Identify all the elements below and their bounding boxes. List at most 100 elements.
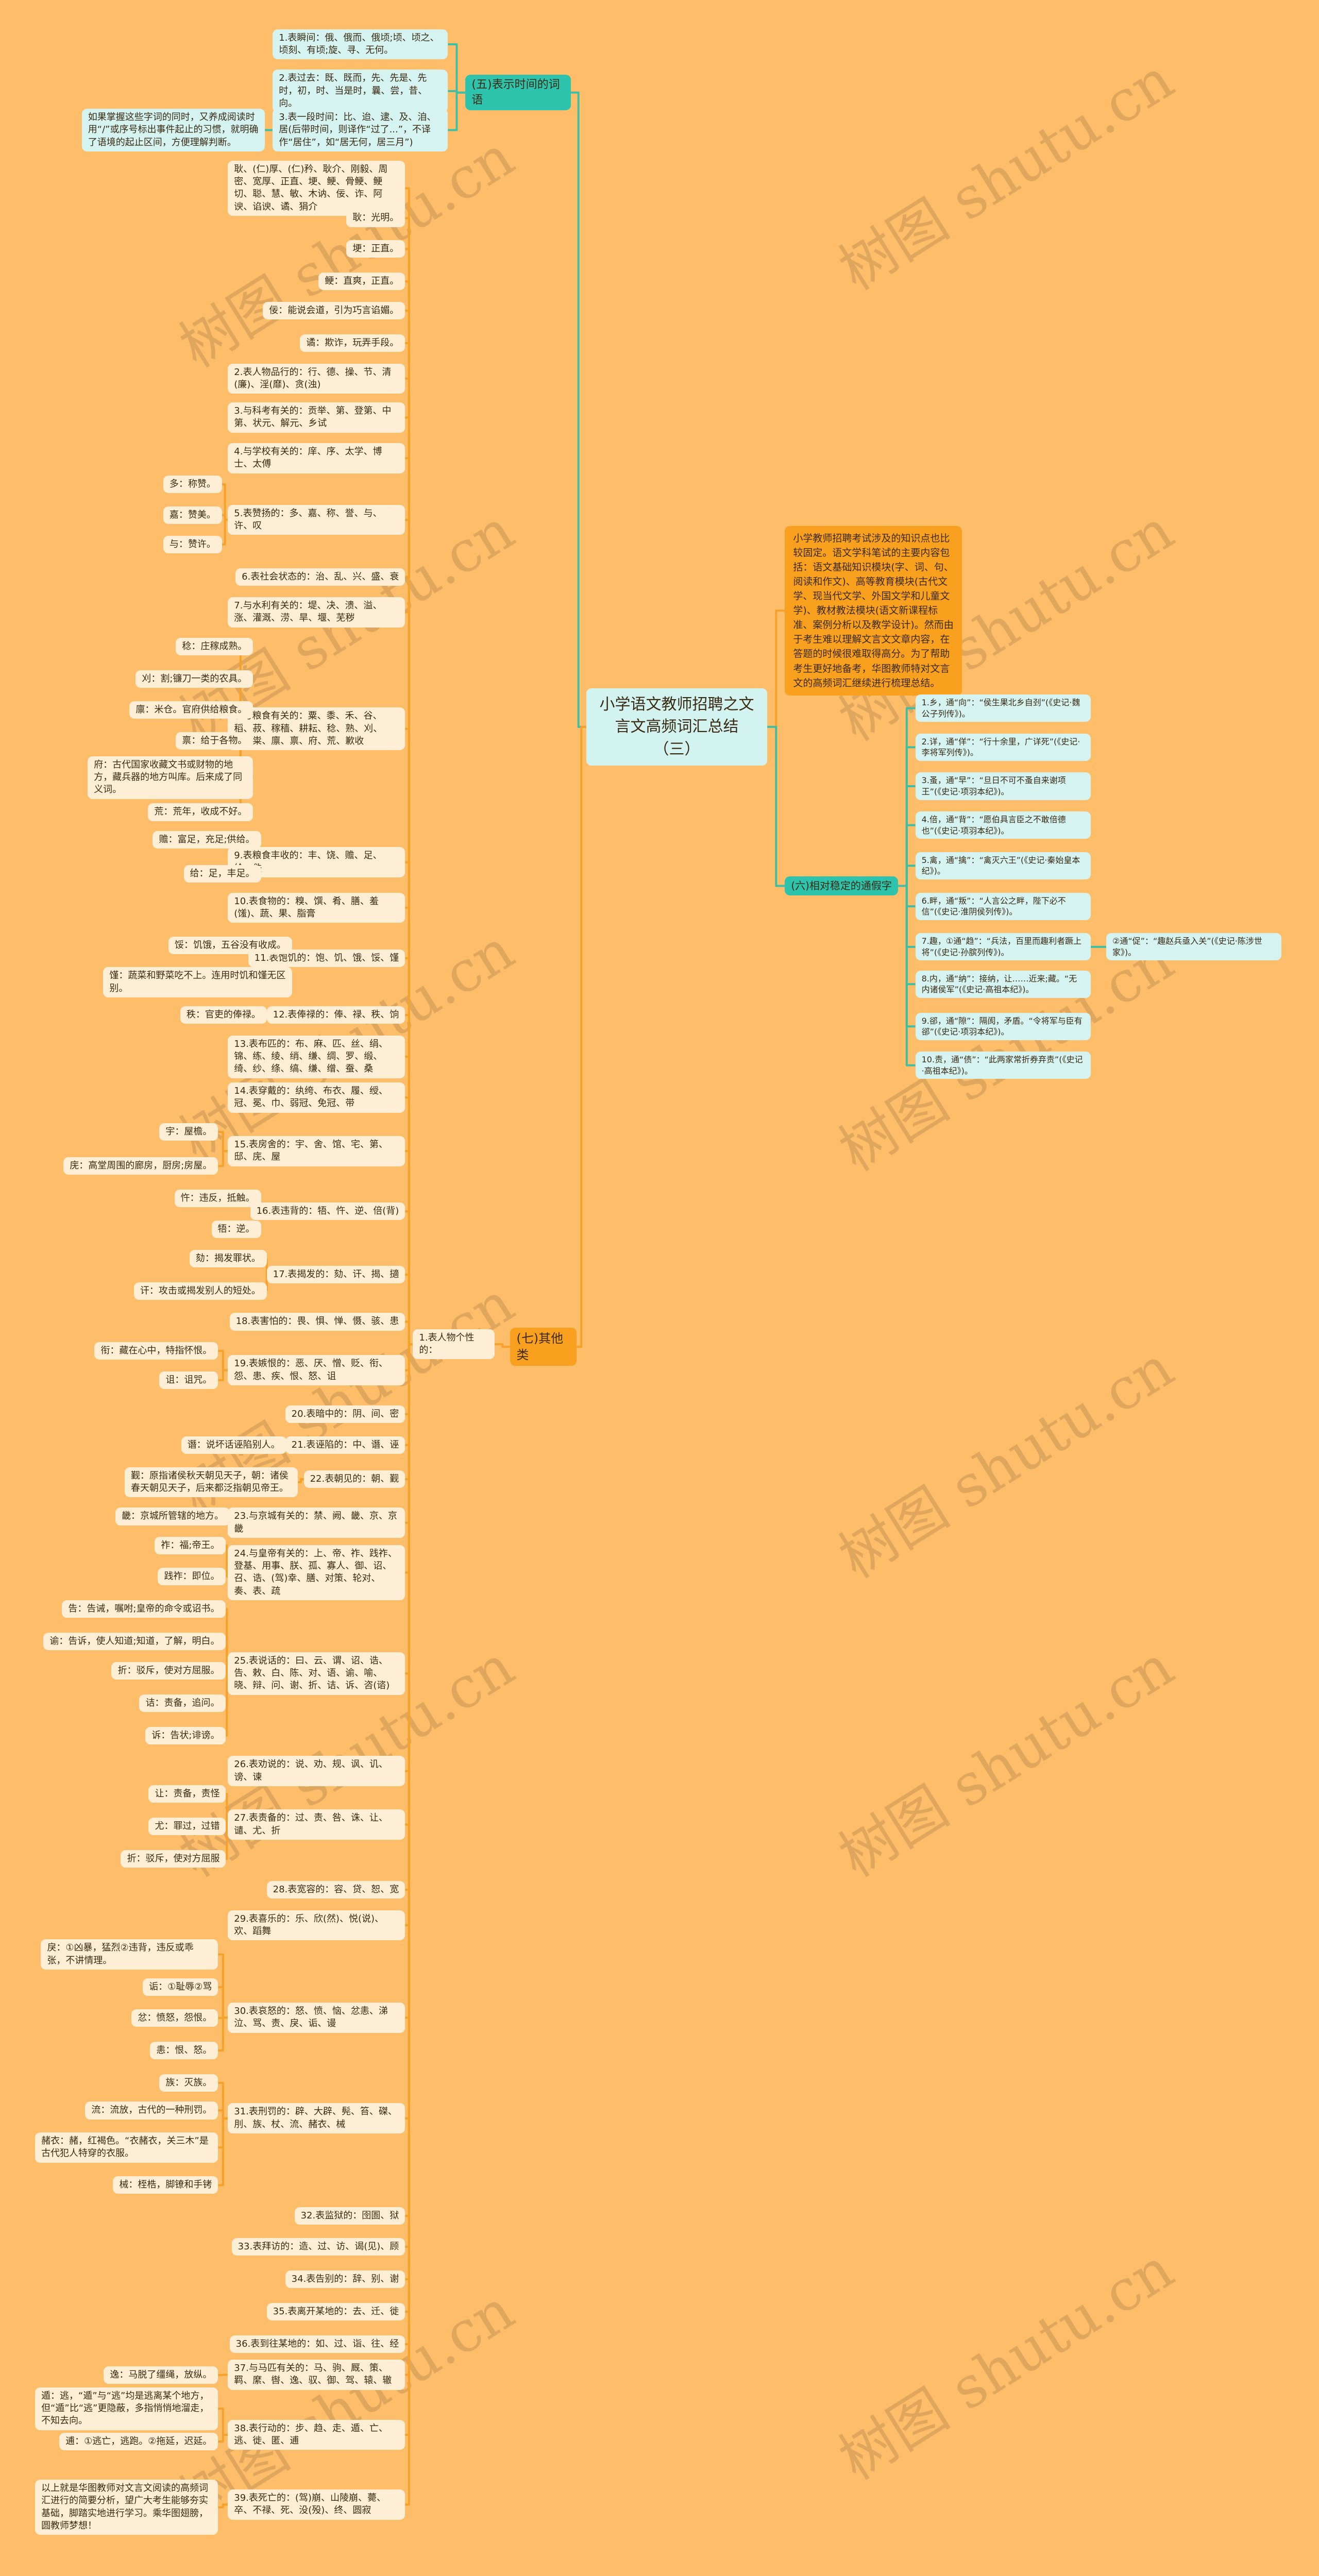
subtopic-node: 觐：原指诸侯秋天朝见天子，朝：诸侯春天朝见天子，后来都泛指朝见帝王。 (124, 1467, 298, 1498)
connector-line (218, 1130, 228, 1153)
connector-line (405, 1320, 413, 1346)
subtopic-node: 劾：揭发罪状。 (189, 1249, 267, 1267)
connector-line (495, 1343, 511, 1348)
topic-node: 16.表违背的：牾、忤、逆、倍(背) (250, 1202, 405, 1221)
connector-line (218, 2503, 228, 2509)
connector-line (448, 91, 466, 131)
topic-node: 佞：能说会道，引为巧言谄媚。 (263, 301, 405, 320)
connector-line (218, 2433, 228, 2443)
topic-node: 7.与水利有关的：堤、决、溃、溢、涨、灌溉、涝、旱、堰、芜秽 (228, 597, 405, 628)
subtopic-node: 逋：①逃亡，逃跑。②拖延，迟延。 (59, 2432, 218, 2451)
branch-tongjiazi[interactable]: (六)相对稳定的通假字 (785, 876, 898, 895)
topic-node: 埂：正直。 (346, 240, 405, 258)
topic-node: 30.表哀怒的：怒、愤、恼、忿恚、涕泣、骂、责、戾、诟、谩 (228, 2003, 405, 2033)
subtopic-node: 让：责备，责怪 (148, 1785, 226, 1803)
topic-node: 21.表诬陷的：中、谮、诬 (285, 1436, 405, 1454)
topic-node: 2.详，通“佯”：“行十余里，广详死”(《史记·李将军列传》)。 (915, 733, 1091, 761)
note-node: 如果掌握这些字词的同时，又养成阅读时用“/”或序号标出事件起止的习惯，就明确了语… (81, 109, 265, 151)
topic-node: 14.表穿戴的：纨绔、布衣、履、绶、冠、冕、巾、弱冠、免冠、带 (228, 1082, 405, 1113)
topic-node: 7.趣，①通“趋”：“兵法，百里而趣利者蹶上将”(《史记·孙膑列传》)。 (915, 933, 1091, 961)
connector-line (218, 2109, 228, 2120)
connector-line (405, 1343, 413, 2506)
connector-line (226, 1823, 228, 1860)
branch-time-words[interactable]: (五)表示时间的词语 (465, 74, 571, 111)
connector-line (218, 1986, 228, 2019)
topic-node: 1.表瞬间：俄、俄而、俄顷;顷、顷之、顷刻、有顷;旋、寻、无何。 (273, 29, 448, 60)
subtopic-node: 赭衣：赭，红褐色。“衣赭衣，关三木”是古代犯人特穿的衣服。 (35, 2132, 218, 2163)
connector-line (218, 2016, 228, 2052)
topic-node: 2.表人物品行的：行、德、操、节、清(廉)、淫(靡)、贪(浊) (228, 363, 405, 394)
topic-node: 28.表宽容的：容、贷、恕、宽 (266, 1880, 405, 1899)
topic-node: 25.表说话的：曰、云、谓、诏、诰、告、敕、白、陈、对、语、谕、喻、晓、辩、问、… (228, 1652, 405, 1695)
subtopic-node: 诘：责备，追问。 (139, 1694, 226, 1712)
subtopic-node: 忿：愤怒，怨恨。 (131, 2009, 218, 2027)
subtopic-node: 馁：饥饿，五谷没有收成。 (168, 936, 292, 954)
subtopic-node: 折：驳斥，使对方屈服 (121, 1850, 226, 1868)
topic-node: 27.表责备的：过、责、咎、诛、让、谴、尤、折 (228, 1809, 405, 1840)
topic-node: 5.表赞扬的：多、嘉、称、誉、与、许、叹 (228, 504, 405, 535)
connector-line (298, 1478, 304, 1483)
subtopic-node: 与：赞许。 (163, 535, 222, 553)
subtopic-node: 诉：告状;诽谤。 (145, 1726, 226, 1744)
topic-node: 20.表暗中的：阴、间、密 (285, 1405, 405, 1423)
subbranch-personality[interactable]: 1.表人物个性的： (413, 1329, 495, 1360)
subtopic-node: 衔：藏在心中，特指怀恨。 (94, 1342, 218, 1360)
connector-line (898, 865, 916, 887)
subtopic-node: 谮：说坏话诬陷别人。 (181, 1436, 286, 1454)
subtopic-node: 多：称赞。 (163, 475, 222, 494)
subtopic-node: 讦：攻击或揭发别人的短处。 (133, 1282, 267, 1300)
topic-node: 2.表过去：既、既而，先、先是、先时，初，时、当是时，曩、尝，昔、向。 (273, 70, 448, 113)
subtopic-node: 谕：告诉，使人知道;知道，了解，明白。 (43, 1632, 226, 1651)
subtopic-node: 牾：逆。 (211, 1220, 261, 1239)
topic-node: 3.与科考有关的：贡举、第、登第、中第、状元、解元、乡试 (228, 402, 405, 433)
topic-node: 38.表行动的：步、趋、走、遁、亡、逃、徙、匿、逋 (228, 2419, 405, 2450)
connector-line (218, 1150, 228, 1167)
branch-others[interactable]: (七)其他类 (510, 1327, 577, 1366)
topic-node: 8.与粮食有关的：粟、黍、禾、谷、稻、菽、稼穑、耕耘、稔、熟、刈、籴、粜、廪、禀… (228, 707, 405, 751)
subtopic-node: 诟：①耻辱②骂 (143, 1978, 218, 1996)
subtopic-node: 庑：高堂周围的廊房，厨房;房屋。 (63, 1157, 218, 1175)
topic-node: 19.表嫉恨的：恶、厌、憎、贬、衔、怨、患、疾、恨、怒、诅 (228, 1355, 405, 1385)
subtopic-node: 秩：官吏的俸禄。 (180, 1006, 267, 1024)
subtopic-node: 祚：福;帝王。 (155, 1537, 226, 1555)
topic-node: 33.表拜访的：造、过、访、谒(见)、顾 (231, 2238, 405, 2256)
topic-node: 31.表刑罚的：辟、大辟、髡、笞、磔、刖、族、杖、流、赭衣、械 (228, 2103, 405, 2133)
topic-node: 10.责，通“债”：“此两家常折券弃责”(《史记·高祖本纪》)。 (915, 1052, 1091, 1079)
subtopic-node: 逸：马脱了缰绳，放纵。 (104, 2366, 218, 2384)
topic-node: 15.表房舍的：宇、舍、馆、宅、第、邸、庑、屋 (228, 1136, 405, 1166)
root-topic[interactable]: 小学语文教师招聘之文言文高频词汇总结（三） (586, 688, 768, 766)
subtopic-node: 府：古代国家收藏文书或财物的地方，藏兵器的地方叫库。后来成了同义词。 (88, 756, 253, 799)
topic-node: 8.内，通“纳”：接纳，让……近来;藏。“无内诸侯军”(《史记·高祖本纪》)。 (915, 970, 1091, 998)
topic-node: 3.表一段时间：比、迨、逮、及、洎、居(后带时间，则译作“过了...”，不译作“… (273, 109, 448, 151)
connector-line (226, 1672, 228, 1737)
connector-line (218, 1350, 228, 1371)
topic-node: 9.郤，通“隙”：隔阂，矛盾。“令将军与臣有郤”(《史记·项羽本纪》)。 (915, 1012, 1091, 1040)
topic-node: 34.表告别的：辞、别、谢 (285, 2270, 405, 2289)
subtopic-node: 告：告诫，嘱咐;皇帝的命令或诏书。 (62, 1600, 226, 1618)
topic-node: 4.与学校有关的：庠、序、太学、博士、太傅 (228, 443, 405, 473)
topic-node: 耿：光明。 (346, 209, 405, 227)
connector-line (218, 1369, 228, 1381)
topic-node: 36.表到往某地的：如、过、诣、往、经 (229, 2335, 405, 2353)
subtopic-node: 刈：割;镰刀一类的农具。 (136, 670, 253, 688)
topic-node: 12.表俸禄的：俸、禄、秩、饷 (266, 1006, 405, 1024)
subtopic-node: 戾：①凶暴，猛烈②违背，违反或乖张，不讲情理。 (41, 1939, 218, 1970)
topic-node: 22.表朝见的：朝、觐 (303, 1470, 405, 1488)
topic-node: 6.表社会状态的：治、乱、兴、盛、衰 (235, 568, 405, 586)
subtopic-node: 恚：恨、怒。 (150, 2041, 218, 2059)
topic-node: 18.表害怕的：畏、惧、惮、慑、骇、患 (229, 1313, 405, 1331)
subtopic-node: 尤：罪过，过错 (148, 1818, 226, 1836)
topic-node: 1.乡，通“向”：“侯生果北乡自刭”(《史记·魏公子列传》)。 (915, 694, 1091, 722)
intro-note: 小学教师招聘考试涉及的知识点也比较固定。语文学科笔试的主要内容包括：语文基础知识… (785, 526, 962, 696)
connector-line (767, 725, 785, 887)
topic-node: 32.表监狱的：囹圄、狱 (294, 2207, 405, 2225)
closing-note: 以上就是华图教师对文言文阅读的高频词汇进行的简要分析，望广大考生能够夯实基础，脚… (35, 2480, 218, 2535)
subtopic-node: 赡：富足，充足;供给。 (153, 831, 261, 849)
topic-node: 24.与皇帝有关的：上、帝、祚、践祚、登基、用事、朕、孤、寡人、御、诏、召、诰、… (228, 1545, 405, 1600)
topic-node: 29.表喜乐的：乐、欣(然)、悦(说)、欢、蹈舞 (228, 1910, 405, 1941)
subtopic-node: 禀：给于各物。 (176, 732, 253, 750)
topic-node: 17.表揭发的：劾、讦、揭、擿 (266, 1266, 405, 1284)
topic-node: 23.与京城有关的：禁、阙、畿、京、京畿 (228, 1507, 405, 1538)
subtopic-node: 荒：荒年，收成不好。 (148, 803, 253, 821)
